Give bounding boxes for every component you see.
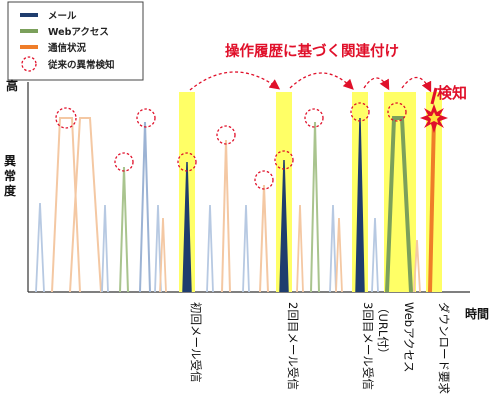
spike-faint-blue-2 — [101, 204, 109, 293]
detection-label: 検知 — [437, 84, 467, 102]
detect-circle-7 — [274, 150, 294, 170]
legend: メール Webアクセス 通信状況 従来の異常検知 — [7, 1, 144, 81]
detect-circle-1 — [55, 107, 77, 129]
arrow-mail2-to-mail3 — [289, 72, 354, 90]
spike-faint-orange-7 — [335, 217, 343, 293]
spike-faint-green-2 — [310, 121, 320, 293]
arrow-detect — [430, 87, 438, 105]
spike-faint-blue-7 — [371, 217, 379, 293]
conventional-detections — [55, 102, 407, 190]
y-axis-label-2: 常 — [4, 168, 16, 183]
detect-circle-6 — [254, 170, 274, 190]
event-label-web-access: Webアクセス — [402, 302, 416, 373]
arrow-web-to-download — [401, 76, 432, 93]
y-axis-label-1: 異 — [4, 154, 16, 168]
spike-faint-green-1 — [119, 166, 129, 293]
legend-detect-label: 従来の異常検知 — [47, 59, 115, 71]
legend-comm-label: 通信状況 — [48, 42, 87, 54]
legend-web-label: Webアクセス — [48, 27, 109, 38]
spike-faint-blue-tall — [139, 121, 151, 293]
detect-circle-3 — [136, 108, 156, 128]
event-label-third-mail: 3回目メール受信 — [361, 302, 375, 390]
spike-mail-2 — [279, 159, 289, 293]
event-label-first-mail: 初回メール受信 — [189, 302, 203, 383]
y-axis-high-label: 高 — [6, 78, 18, 93]
spike-faint-blue-1 — [35, 202, 45, 293]
spike-faint-orange-5 — [259, 184, 269, 293]
background-spikes — [35, 117, 421, 293]
spike-faint-orange-2 — [69, 117, 102, 293]
spike-faint-blue-5 — [242, 204, 250, 293]
event-labels: 初回メール受信 2回目メール受信 3回目メール受信 （URL付） Webアクセス… — [189, 302, 451, 394]
spike-faint-orange-4 — [221, 139, 231, 293]
arrow-mail1-to-mail2 — [189, 71, 281, 91]
spike-faint-blue-4 — [206, 204, 214, 293]
axes: 高 異 常 度 時間 — [4, 78, 489, 321]
spike-mail-1 — [182, 161, 192, 293]
diagram-title: 操作履歴に基づく関連付け — [225, 42, 399, 60]
correlation-arrows — [189, 71, 438, 105]
spike-web-access — [385, 116, 413, 293]
detection-burst-icon — [420, 104, 448, 133]
main-spikes — [182, 116, 436, 293]
burst-core-icon — [428, 112, 440, 123]
arrow-mail3-to-web — [363, 77, 390, 91]
detect-circle-4 — [177, 152, 197, 172]
x-axis-label: 時間 — [465, 306, 489, 321]
y-axis-label-3: 度 — [4, 183, 17, 198]
detect-circle-8 — [304, 108, 324, 128]
event-label-third-mail-sub: （URL付） — [376, 302, 390, 359]
legend-mail-label: メール — [48, 11, 77, 22]
detect-circle-2 — [114, 152, 134, 172]
spike-faint-blue-3 — [154, 204, 162, 293]
spike-faint-orange-3 — [159, 217, 167, 293]
detect-circle-10 — [387, 102, 407, 122]
event-label-download: ダウンロード要求 — [437, 302, 451, 394]
spike-faint-orange-8 — [413, 239, 421, 293]
spike-faint-orange-6 — [296, 204, 304, 293]
spike-mail-3 — [355, 117, 365, 293]
detect-circle-9 — [350, 102, 370, 122]
detect-circle-5 — [216, 125, 236, 145]
legend-detect-swatch — [21, 56, 37, 72]
spike-download — [428, 117, 436, 293]
event-label-second-mail: 2回目メール受信 — [286, 302, 300, 390]
spike-faint-blue-6 — [329, 204, 337, 293]
